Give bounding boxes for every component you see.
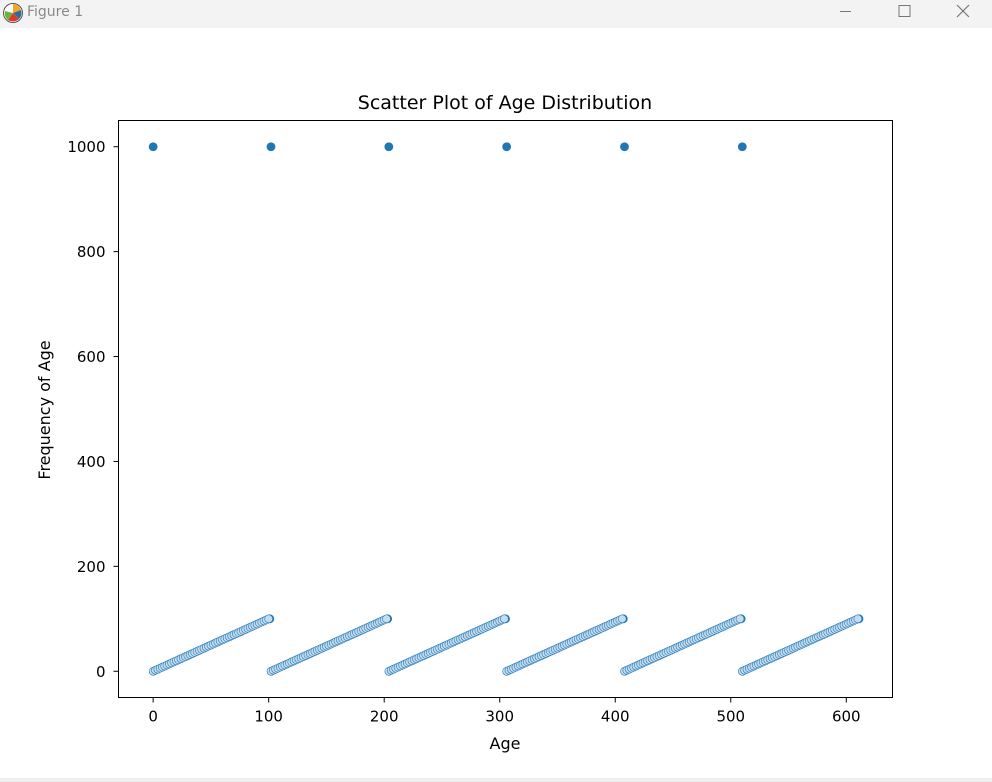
x-tick-label: 500	[716, 708, 745, 726]
scatter-point-run-1	[382, 614, 391, 624]
window-bottom-border	[0, 778, 992, 782]
x-tick-label: 0	[148, 708, 158, 726]
scatter-point-run-0	[264, 614, 273, 624]
chart-title: Scatter Plot of Age Distribution	[358, 92, 652, 114]
y-axis-label: Frequency of Age	[35, 340, 54, 479]
scatter-point-run-5	[853, 614, 863, 624]
y-tick-label: 800	[77, 243, 106, 261]
close-icon	[956, 4, 970, 18]
scatter-point	[501, 141, 512, 152]
scatter-point-run-3	[617, 614, 627, 624]
x-tick-label: 300	[485, 708, 514, 726]
y-tick-label: 400	[77, 453, 106, 471]
x-axis-label: Age	[490, 734, 521, 753]
ticks-layer: 0 100 200 300 400 500 600 0 200 400 600 800 1000	[67, 138, 860, 725]
scatter-point-run-2	[500, 614, 509, 624]
maximize-icon	[898, 5, 911, 17]
minimize-button[interactable]	[822, 0, 868, 28]
scatter-chart: Scatter Plot of Age Distribution Age Fre…	[35, 92, 893, 753]
y-tick-label: 0	[96, 663, 106, 681]
y-tick-label: 200	[77, 558, 106, 576]
figure-canvas: Scatter Plot of Age Distribution Age Fre…	[0, 28, 992, 778]
y-tick-label: 1000	[67, 138, 105, 156]
x-tick-label: 100	[254, 708, 283, 726]
scatter-point	[265, 141, 277, 152]
plot-frame	[118, 120, 893, 698]
scatter-point	[619, 141, 630, 152]
close-button[interactable]	[940, 0, 986, 28]
matplotlib-icon	[3, 3, 23, 23]
x-tick-label: 400	[601, 708, 630, 726]
maximize-button[interactable]	[881, 0, 927, 28]
y-tick-label: 600	[77, 348, 106, 366]
minimize-icon	[840, 11, 851, 12]
x-tick-label: 200	[370, 708, 399, 726]
window-titlebar: Figure 1	[0, 0, 992, 28]
window-title: Figure 1	[27, 4, 84, 20]
scatter-point-run-4	[735, 614, 745, 624]
points-layer	[147, 141, 865, 676]
scatter-point	[383, 141, 395, 152]
scatter-point	[737, 141, 748, 152]
x-tick-label: 600	[832, 708, 861, 726]
scatter-point	[147, 141, 159, 152]
